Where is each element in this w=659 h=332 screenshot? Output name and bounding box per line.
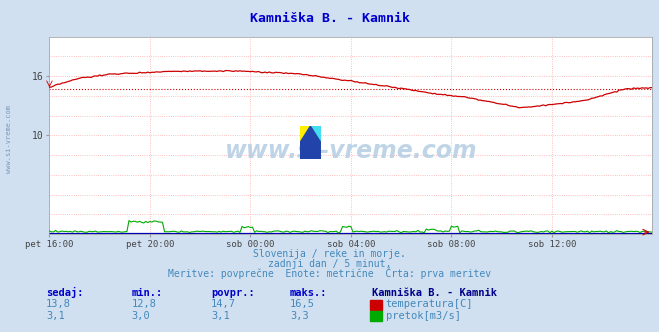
Text: Kamniška B. - Kamnik: Kamniška B. - Kamnik xyxy=(250,12,409,25)
Text: Kamniška B. - Kamnik: Kamniška B. - Kamnik xyxy=(372,288,498,298)
Text: 3,1: 3,1 xyxy=(211,311,229,321)
Text: pretok[m3/s]: pretok[m3/s] xyxy=(386,311,461,321)
Text: 3,1: 3,1 xyxy=(46,311,65,321)
Text: min.:: min.: xyxy=(132,288,163,298)
Text: 16,5: 16,5 xyxy=(290,299,315,309)
Text: www.si-vreme.com: www.si-vreme.com xyxy=(5,106,12,173)
Polygon shape xyxy=(300,126,310,143)
Text: povpr.:: povpr.: xyxy=(211,288,254,298)
Text: 3,0: 3,0 xyxy=(132,311,150,321)
Text: zadnji dan / 5 minut.: zadnji dan / 5 minut. xyxy=(268,259,391,269)
Text: temperatura[C]: temperatura[C] xyxy=(386,299,473,309)
Text: maks.:: maks.: xyxy=(290,288,328,298)
Text: Meritve: povprečne  Enote: metrične  Črta: prva meritev: Meritve: povprečne Enote: metrične Črta:… xyxy=(168,267,491,279)
Text: sedaj:: sedaj: xyxy=(46,287,84,298)
Polygon shape xyxy=(310,126,321,143)
Text: Slovenija / reke in morje.: Slovenija / reke in morje. xyxy=(253,249,406,259)
Text: www.si-vreme.com: www.si-vreme.com xyxy=(225,139,477,163)
Text: 14,7: 14,7 xyxy=(211,299,236,309)
Text: 3,3: 3,3 xyxy=(290,311,308,321)
Text: 12,8: 12,8 xyxy=(132,299,157,309)
Text: 13,8: 13,8 xyxy=(46,299,71,309)
Polygon shape xyxy=(300,126,321,159)
